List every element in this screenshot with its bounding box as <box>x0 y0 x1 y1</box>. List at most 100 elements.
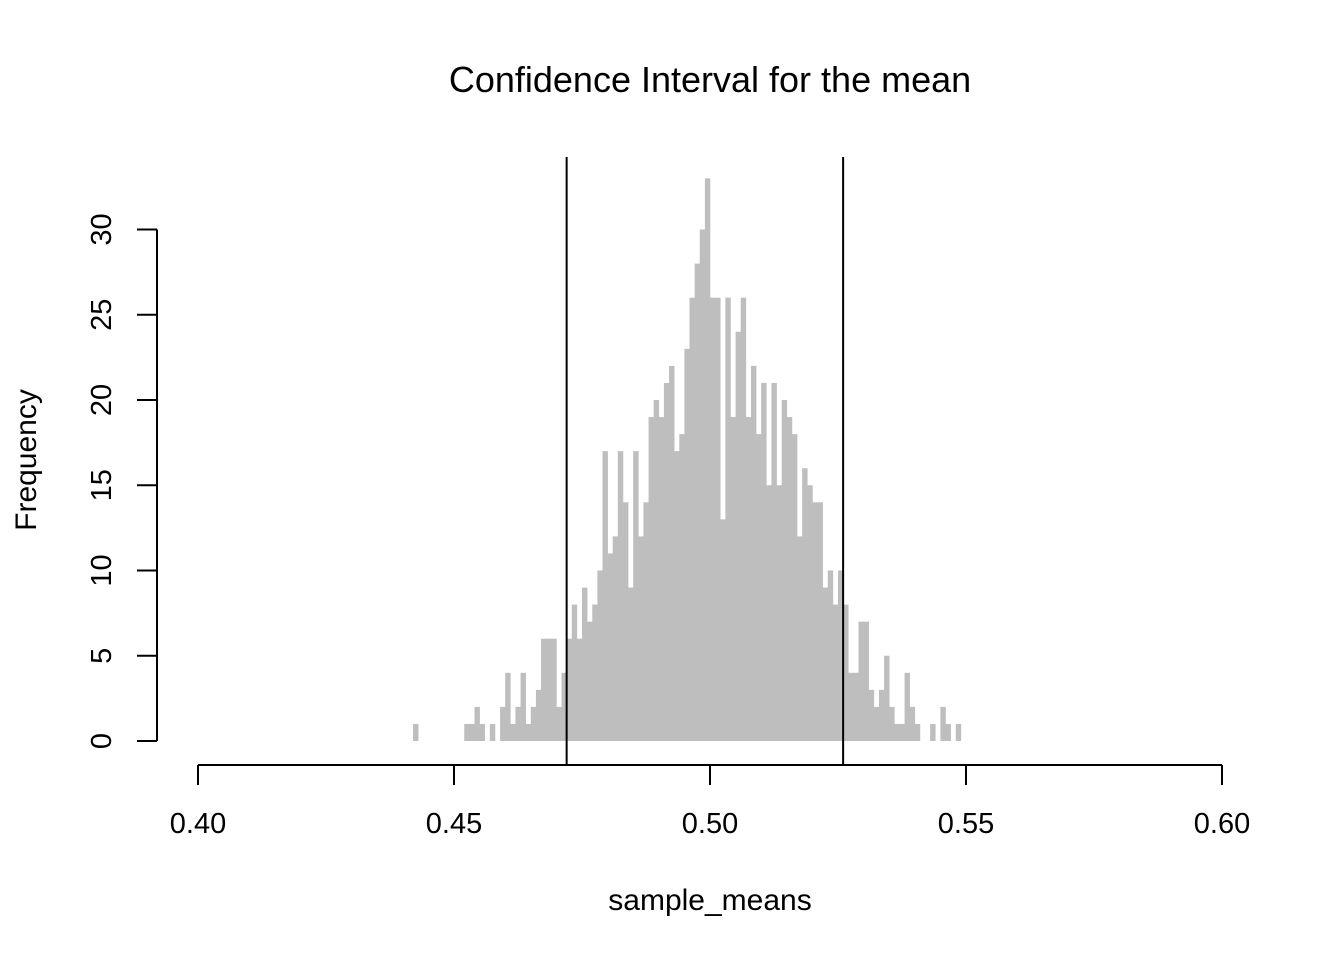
histogram-bar <box>761 382 767 741</box>
histogram-bar <box>643 502 649 741</box>
histogram-bar <box>566 638 573 741</box>
histogram-bar <box>930 723 936 741</box>
histogram-bar <box>535 689 542 741</box>
histogram-bar <box>648 417 654 741</box>
histogram-bar <box>771 382 777 741</box>
histogram-bar <box>899 723 905 741</box>
histogram-bar <box>525 723 532 741</box>
histogram-bar <box>413 723 419 741</box>
y-tick-label: 0 <box>86 733 118 749</box>
histogram-bar <box>781 400 788 741</box>
histogram-bar <box>597 570 603 741</box>
histogram-bar <box>817 502 823 741</box>
histogram-bar <box>489 723 496 741</box>
histogram-bar <box>858 621 864 741</box>
histogram-bar <box>638 536 644 741</box>
histogram-bar <box>786 417 793 741</box>
histogram-bar <box>633 451 639 741</box>
x-tick-label: 0.50 <box>682 808 738 840</box>
histogram-bar <box>715 297 721 741</box>
histogram-bar <box>730 417 736 741</box>
y-tick-label: 20 <box>86 384 118 416</box>
y-tick-label: 5 <box>86 648 118 664</box>
histogram-bar <box>766 485 772 741</box>
histogram-bar <box>689 297 695 741</box>
histogram-bar <box>884 655 890 741</box>
histogram-bar <box>735 331 742 741</box>
histogram-bar <box>582 587 588 741</box>
y-tick-label: 30 <box>86 213 118 245</box>
histogram-bar <box>955 723 962 741</box>
histogram-bar <box>617 451 624 741</box>
histogram-bar <box>587 621 593 741</box>
x-tick-label: 0.40 <box>170 808 226 840</box>
histogram-bar <box>868 689 875 741</box>
histogram-bar <box>838 570 844 741</box>
histogram-bar <box>791 434 798 741</box>
x-axis: 0.40 0.45 0.50 0.55 0.60 <box>170 764 1250 840</box>
histogram-bar <box>894 723 900 741</box>
histogram-bar <box>797 536 803 741</box>
y-tick-label: 15 <box>86 469 118 501</box>
histogram-bar <box>541 638 547 741</box>
histogram-bar <box>704 178 711 742</box>
histogram-bar <box>832 604 839 741</box>
histogram-bar <box>822 587 829 741</box>
histogram-bars <box>413 178 962 742</box>
histogram-bar <box>510 723 516 741</box>
histogram-bar <box>776 485 782 741</box>
x-tick-label: 0.45 <box>426 808 482 840</box>
histogram-bar <box>802 468 808 741</box>
histogram-bar <box>720 519 726 741</box>
y-axis-label: Frequency <box>10 389 43 531</box>
histogram-bar <box>756 434 762 741</box>
histogram-bar <box>904 672 910 741</box>
histogram-bar <box>853 672 859 741</box>
histogram-bar <box>530 706 537 741</box>
histogram-bar <box>863 621 870 741</box>
histogram-bar <box>745 417 752 741</box>
histogram-bar <box>684 348 690 741</box>
histogram-bar <box>674 451 680 741</box>
x-tick-label: 0.55 <box>938 808 994 840</box>
histogram-bar <box>469 723 475 741</box>
histogram-bar <box>612 536 619 741</box>
histogram-bar <box>500 706 506 741</box>
histogram-bar <box>602 451 608 741</box>
histogram-bar <box>571 604 578 741</box>
histogram-bar <box>940 706 946 741</box>
histogram-bar <box>663 382 670 741</box>
histogram-bar <box>556 706 562 741</box>
histogram-bar <box>740 297 747 741</box>
histogram-bar <box>694 263 701 741</box>
y-axis: 0 5 10 15 20 25 30 <box>86 213 158 749</box>
histogram-bar <box>622 502 629 741</box>
histogram-bar <box>812 502 818 741</box>
histogram-bar <box>561 672 567 741</box>
histogram-bar <box>889 706 895 741</box>
y-tick-label: 25 <box>86 299 118 331</box>
histogram-bar <box>607 553 614 741</box>
x-tick-label: 0.60 <box>1194 808 1250 840</box>
histogram-bar <box>576 638 583 741</box>
histogram-bar <box>520 672 526 741</box>
histogram-bar <box>873 706 880 741</box>
histogram-bar <box>750 365 757 741</box>
histogram-bar <box>725 297 731 741</box>
histogram-bar <box>505 672 511 741</box>
y-tick-label: 10 <box>86 554 118 586</box>
histogram-bar <box>653 400 660 741</box>
x-axis-label: sample_means <box>608 884 811 917</box>
histogram-bar <box>878 689 885 741</box>
histogram-bar <box>464 723 470 741</box>
histogram-bar <box>909 706 916 741</box>
histogram-bar <box>807 485 813 741</box>
histogram-bar <box>474 706 480 741</box>
histogram-bar <box>628 587 634 741</box>
chart-title: Confidence Interval for the mean <box>449 59 971 100</box>
histogram-bar <box>699 229 706 741</box>
histogram-bar <box>945 723 951 741</box>
histogram-bar <box>843 604 849 741</box>
histogram-bar <box>546 638 552 741</box>
